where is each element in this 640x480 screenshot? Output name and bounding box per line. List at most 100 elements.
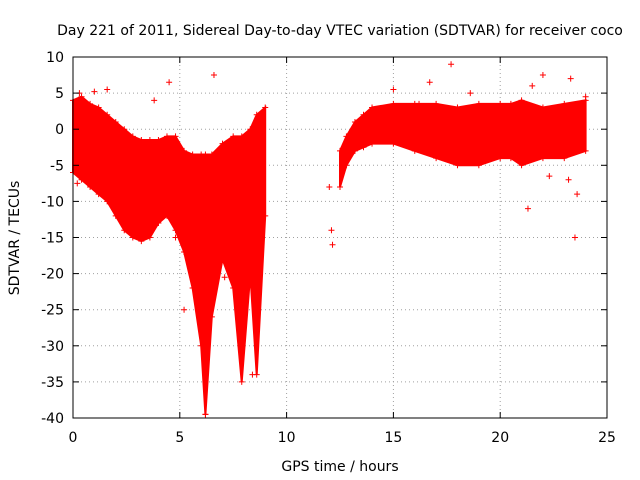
data-point	[539, 104, 546, 111]
data-point	[202, 411, 209, 418]
data-point	[78, 93, 85, 100]
data-point	[151, 97, 158, 104]
data-point	[507, 155, 514, 162]
data-point	[518, 162, 525, 169]
data-point	[326, 183, 333, 190]
data-point	[247, 270, 254, 277]
data-point	[411, 147, 418, 154]
data-point	[571, 234, 578, 241]
y-tick-label: -10	[41, 194, 64, 210]
data-point	[574, 191, 581, 198]
data-band	[72, 95, 267, 415]
data-point	[112, 118, 119, 125]
data-point	[360, 111, 367, 118]
data-point	[129, 133, 136, 140]
data-point	[121, 227, 128, 234]
data-point	[561, 155, 568, 162]
y-tick-label: -35	[41, 375, 64, 391]
data-point	[529, 82, 536, 89]
data-point	[181, 147, 188, 154]
data-point	[155, 220, 162, 227]
data-point	[390, 140, 397, 147]
data-point	[262, 212, 269, 219]
data-point	[565, 176, 572, 183]
data-point	[189, 151, 196, 158]
data-point	[582, 93, 589, 100]
data-point	[219, 140, 226, 147]
data-point	[230, 133, 237, 140]
data-point	[166, 79, 173, 86]
data-point	[426, 79, 433, 86]
data-point	[507, 100, 514, 107]
data-point	[539, 72, 546, 79]
data-point	[221, 274, 228, 281]
data-point	[172, 234, 179, 241]
axis-ticks: 0 5 10 15 20 25 -40 -35 -30 -25 -20 -15 -10 -5 0 5 10	[41, 50, 616, 446]
data-point	[546, 173, 553, 180]
data-point	[497, 100, 504, 107]
data-point	[454, 162, 461, 169]
data-point	[247, 126, 254, 133]
data-point	[112, 212, 119, 219]
data-point	[163, 133, 170, 140]
data-point	[369, 140, 376, 147]
data-point	[121, 126, 128, 133]
data-point	[129, 234, 136, 241]
y-tick-label: 10	[46, 50, 64, 66]
data-point	[249, 371, 256, 378]
data-point	[202, 151, 209, 158]
data-point	[95, 104, 102, 111]
data-point	[181, 248, 188, 255]
data-point	[138, 238, 145, 245]
data-point	[497, 155, 504, 162]
data-point	[138, 137, 145, 144]
data-point	[104, 198, 111, 205]
data-point	[369, 104, 376, 111]
data-point	[475, 162, 482, 169]
data-point	[253, 111, 260, 118]
x-tick-label: 5	[175, 430, 184, 446]
data-point	[230, 285, 237, 292]
data-point	[539, 155, 546, 162]
data-point	[238, 378, 245, 385]
data-point	[163, 212, 170, 219]
data-point	[329, 241, 336, 248]
data-point	[91, 88, 98, 95]
data-point	[454, 104, 461, 111]
data-point	[104, 111, 111, 118]
data-point	[582, 147, 589, 154]
x-tick-label: 0	[69, 430, 78, 446]
data-point	[561, 100, 568, 107]
y-axis-label: SDTVAR / TECUs	[7, 181, 23, 296]
data-point	[343, 162, 350, 169]
data-point	[172, 133, 179, 140]
data-point	[518, 97, 525, 104]
data-point	[74, 180, 81, 187]
y-tick-label: -5	[50, 158, 64, 174]
data-series	[70, 61, 589, 418]
data-point	[87, 100, 94, 107]
data-point	[181, 306, 188, 313]
data-point	[198, 342, 205, 349]
data-point	[351, 118, 358, 125]
data-point	[390, 100, 397, 107]
data-point	[172, 227, 179, 234]
data-point	[238, 133, 245, 140]
data-point	[467, 90, 474, 97]
data-point	[351, 147, 358, 154]
chart-title: Day 221 of 2011, Sidereal Day-to-day VTE…	[57, 23, 623, 39]
x-tick-label: 10	[278, 430, 296, 446]
data-point	[262, 104, 269, 111]
y-tick-label: -20	[41, 267, 64, 283]
data-point	[146, 234, 153, 241]
data-point	[337, 147, 343, 154]
data-point	[433, 155, 440, 162]
data-point	[390, 86, 397, 93]
data-point	[360, 144, 367, 151]
data-point	[208, 313, 215, 320]
y-tick-label: -25	[41, 303, 64, 319]
data-point	[567, 75, 574, 82]
data-point	[208, 151, 215, 158]
x-tick-label: 15	[384, 430, 402, 446]
